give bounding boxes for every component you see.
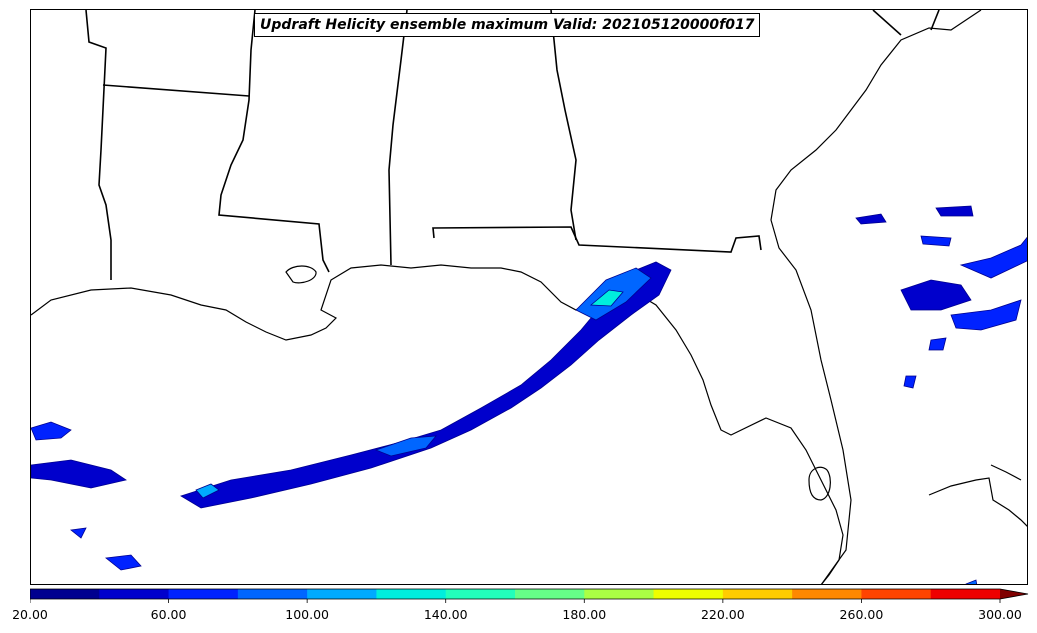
- colorbar-bin: [792, 589, 862, 599]
- colorbar-bin: [653, 589, 724, 599]
- uh-cells-atlantic: [903, 375, 917, 389]
- colorbar-bin: [515, 589, 585, 599]
- border-line: [550, 10, 577, 241]
- coastline-cuba: [928, 477, 1027, 527]
- border-line: [930, 10, 940, 31]
- border-line: [102, 84, 250, 97]
- colorbar-bin: [168, 589, 239, 599]
- colorbar-tick-label: 60.00: [150, 607, 187, 622]
- colorbar-tick-label: 100.00: [285, 607, 330, 622]
- uh-cells-atlantic: [855, 213, 887, 225]
- colorbar-bin: [930, 589, 1001, 599]
- colorbar-extend-arrow: [1000, 589, 1028, 599]
- border-line: [872, 10, 902, 36]
- uh-cells-west: [105, 554, 142, 571]
- updraft-helicity-contours: [31, 205, 1027, 584]
- colorbar-bin: [376, 589, 447, 599]
- uh-cells-atlantic: [928, 337, 947, 351]
- map-canvas: [31, 10, 1027, 584]
- colorbar-bin: [722, 589, 793, 599]
- colorbar-tick-label: 300.00: [978, 607, 1022, 622]
- uh-cells-atlantic: [950, 299, 1022, 331]
- uh-cells-west: [31, 459, 127, 489]
- coastline-east: [770, 10, 982, 584]
- map-panel: [30, 9, 1028, 585]
- border-line: [432, 226, 762, 253]
- colorbar-tick-label: 20.00: [12, 607, 48, 622]
- state-borders: [85, 10, 940, 280]
- colorbar-tick-label: 220.00: [700, 607, 745, 622]
- colorbar-bin: [30, 589, 100, 599]
- border-line: [388, 10, 408, 266]
- uh-cells-atlantic: [920, 235, 952, 247]
- colorbar-bin: [584, 589, 655, 599]
- map-title: Updraft Helicity ensemble maximum Valid:…: [254, 13, 761, 37]
- coastline-gulf: [31, 264, 844, 584]
- uh-core-strong: [589, 289, 624, 307]
- border-line: [85, 10, 112, 280]
- colorbar-bin: [307, 589, 377, 599]
- uh-core: [374, 435, 437, 457]
- colorbar-bin: [237, 589, 308, 599]
- colorbar-bin: [445, 589, 516, 599]
- uh-cell-south: [965, 579, 978, 584]
- colorbar-tick-label: 180.00: [562, 607, 607, 622]
- uh-cells-atlantic: [935, 205, 974, 217]
- uh-cells-atlantic: [900, 279, 972, 311]
- uh-cells-atlantic: [959, 236, 1027, 279]
- lake-pontchartrain: [285, 265, 317, 284]
- border-line: [218, 10, 330, 273]
- colorbar-bin: [861, 589, 932, 599]
- lake-okeechobee: [808, 466, 831, 501]
- colorbar-tick-label: 260.00: [839, 607, 884, 622]
- uh-cells-west: [70, 527, 87, 539]
- colorbar-bin: [99, 589, 170, 599]
- coastlines: [31, 10, 1027, 584]
- colorbar-outline: [30, 588, 1029, 600]
- coastline-bahamas: [990, 464, 1022, 481]
- uh-core: [195, 483, 220, 499]
- colorbar-tick-label: 140.00: [423, 607, 468, 622]
- uh-cells-west: [31, 421, 72, 441]
- colorbar: [30, 588, 1029, 603]
